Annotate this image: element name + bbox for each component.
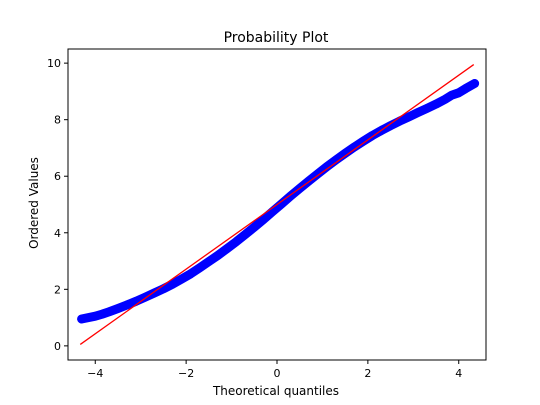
data-point	[331, 155, 341, 165]
plot-area	[77, 64, 480, 345]
data-point	[104, 307, 114, 317]
y-tick-label: 0	[54, 340, 61, 353]
y-tick-label: 2	[54, 283, 61, 296]
data-point	[313, 169, 323, 178]
fit-line	[79, 64, 475, 345]
data-point	[454, 88, 463, 98]
data-point	[422, 104, 432, 113]
x-tick-label: −4	[87, 367, 103, 380]
data-point	[440, 95, 450, 104]
y-axis-label: Ordered Values	[27, 157, 41, 249]
data-point	[204, 257, 214, 266]
x-tick-label: −2	[178, 367, 194, 380]
y-tick-label: 6	[54, 170, 61, 183]
data-point	[91, 311, 100, 321]
data-point	[177, 274, 186, 284]
data-point	[250, 222, 259, 232]
data-point	[447, 90, 457, 100]
data-point	[259, 215, 268, 224]
data-point	[240, 230, 250, 239]
data-point	[350, 142, 359, 152]
data-point	[77, 314, 86, 324]
plot-frame	[67, 48, 487, 361]
data-point	[431, 99, 441, 109]
data-point	[97, 309, 107, 319]
y-tick-label: 10	[47, 57, 61, 70]
data-point	[413, 108, 423, 117]
x-tick-label: 2	[364, 367, 371, 380]
data-point	[231, 237, 241, 247]
data-point	[322, 162, 332, 171]
y-tick-label: 4	[54, 227, 61, 240]
x-tick-label: 0	[274, 367, 281, 380]
data-point	[404, 112, 413, 122]
data-point	[186, 269, 195, 278]
data-point	[470, 79, 479, 88]
data-point	[359, 136, 368, 146]
data-point	[113, 304, 123, 313]
data-point	[168, 280, 177, 289]
data-point	[195, 263, 204, 273]
x-tick-label: 4	[455, 367, 462, 380]
chart-title: Probability Plot	[224, 30, 329, 46]
axis-ticks: −4 −2 0 2 4 0 2 4 6 8 10	[47, 57, 462, 380]
data-point	[122, 300, 132, 310]
data-point	[277, 199, 286, 209]
data-point	[461, 84, 470, 93]
x-axis-label: Theoretical quantiles	[212, 384, 339, 398]
data-point	[386, 121, 395, 130]
data-point	[395, 116, 404, 126]
data-point	[213, 251, 223, 260]
data-point	[222, 244, 232, 253]
data-point	[340, 149, 350, 158]
data-point	[268, 207, 277, 216]
y-tick-label: 8	[54, 114, 61, 127]
